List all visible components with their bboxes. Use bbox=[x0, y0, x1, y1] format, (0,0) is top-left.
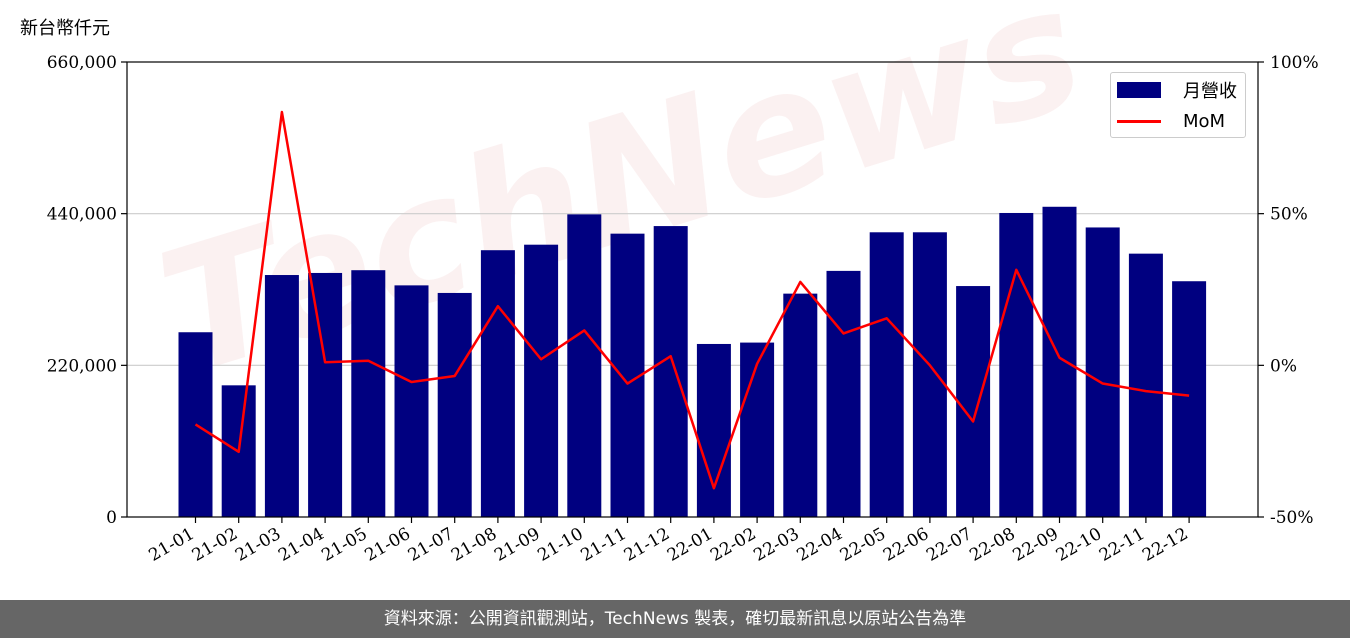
x-tick-label: 22-02 bbox=[707, 524, 759, 566]
y-axis-unit-label: 新台幣仟元 bbox=[20, 18, 110, 39]
bar-22-01 bbox=[696, 343, 731, 517]
x-tick-label: 21-01 bbox=[146, 524, 198, 566]
x-tick-label: 22-04 bbox=[794, 524, 846, 566]
bar-21-04 bbox=[308, 272, 343, 517]
revenue-chart: 0 220,000 440,000 660,000 -50% 0% 50% 100% 21-01… bbox=[47, 53, 1319, 566]
bar-21-08 bbox=[480, 250, 515, 518]
x-tick-label: 21-10 bbox=[534, 524, 586, 566]
y-right-tick-label: -50% bbox=[1270, 508, 1314, 528]
y-right-tick-label: 0% bbox=[1270, 356, 1297, 376]
legend-label-mom: MoM bbox=[1183, 110, 1226, 132]
source-footer: 資料來源：公開資訊觀測站，TechNews 製表，確切最新訊息以原站公告為準 bbox=[0, 600, 1350, 638]
bar-21-06 bbox=[394, 285, 429, 517]
bar-21-10 bbox=[567, 214, 602, 517]
x-tick-label: 22-06 bbox=[880, 524, 932, 566]
legend-item-revenue: 月營收 bbox=[1117, 79, 1237, 102]
bar-22-04 bbox=[826, 270, 861, 517]
y-left-tick-label: 0 bbox=[106, 508, 117, 528]
x-tick-label: 21-05 bbox=[318, 524, 370, 566]
x-tick-label: 22-10 bbox=[1053, 524, 1105, 566]
x-tick-label: 21-04 bbox=[275, 524, 327, 566]
plot-frame bbox=[126, 61, 1259, 518]
legend: 月營收 MoM bbox=[1110, 72, 1246, 138]
bar-22-12 bbox=[1172, 281, 1207, 517]
legend-label-revenue: 月營收 bbox=[1183, 81, 1237, 102]
mom-line-series bbox=[194, 110, 1190, 490]
bar-22-09 bbox=[1042, 206, 1077, 518]
y-left-tick-label: 440,000 bbox=[47, 205, 117, 225]
x-tick-label: 21-07 bbox=[405, 524, 457, 566]
bar-22-08 bbox=[999, 212, 1034, 517]
x-tick-label: 22-12 bbox=[1139, 524, 1191, 566]
y-right-tick-label: 50% bbox=[1270, 205, 1308, 225]
y-left-tick-label: 220,000 bbox=[47, 356, 117, 376]
legend-swatch-line bbox=[1117, 119, 1161, 123]
bar-22-10 bbox=[1085, 227, 1120, 518]
x-tick-label: 21-02 bbox=[189, 524, 241, 566]
bar-22-02 bbox=[740, 342, 775, 517]
mom-line bbox=[194, 110, 1190, 490]
bar-21-09 bbox=[524, 244, 559, 517]
bar-21-05 bbox=[351, 270, 386, 517]
x-tick-label: 21-11 bbox=[578, 524, 630, 566]
bar-21-12 bbox=[653, 226, 688, 518]
bar-22-07 bbox=[956, 286, 991, 517]
x-tick-label: 21-06 bbox=[362, 524, 414, 566]
bar-22-05 bbox=[869, 232, 904, 517]
x-tick-label: 22-05 bbox=[837, 524, 889, 566]
bar-series bbox=[178, 206, 1207, 518]
y-right-tick-label: 100% bbox=[1270, 53, 1319, 73]
x-tick-label: 22-07 bbox=[923, 524, 975, 566]
bar-22-11 bbox=[1128, 253, 1163, 517]
x-tick-label: 21-08 bbox=[448, 524, 500, 566]
x-tick-label: 22-11 bbox=[1096, 524, 1148, 566]
bar-21-03 bbox=[264, 275, 299, 517]
legend-swatch-bar bbox=[1117, 82, 1161, 98]
x-tick-label: 22-08 bbox=[966, 524, 1018, 566]
x-tick-label: 21-12 bbox=[621, 524, 673, 566]
x-tick-label: 21-09 bbox=[491, 524, 543, 566]
x-tick-label: 22-09 bbox=[1010, 524, 1062, 566]
x-tick-label: 21-03 bbox=[232, 524, 284, 566]
x-tick-label: 22-01 bbox=[664, 524, 716, 566]
bar-22-03 bbox=[783, 293, 818, 517]
x-tick-label: 22-03 bbox=[750, 524, 802, 566]
bar-22-06 bbox=[912, 232, 947, 517]
bar-21-07 bbox=[437, 292, 472, 517]
y-left-tick-label: 660,000 bbox=[47, 53, 117, 73]
legend-item-mom: MoM bbox=[1117, 110, 1225, 132]
